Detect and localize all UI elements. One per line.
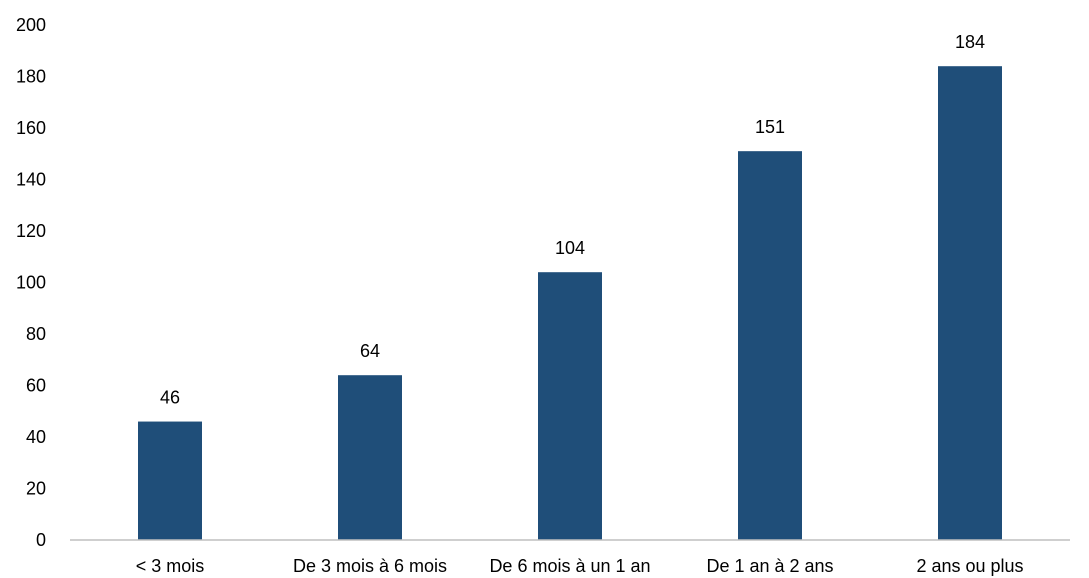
data-label: 184 [955, 32, 985, 52]
y-tick-label: 180 [16, 67, 46, 87]
x-tick-label: De 6 mois à un 1 an [489, 556, 650, 576]
y-tick-label: 120 [16, 221, 46, 241]
y-tick-label: 140 [16, 170, 46, 190]
data-label: 151 [755, 117, 785, 137]
bars [138, 66, 1002, 541]
y-tick-label: 40 [26, 427, 46, 447]
bar [938, 66, 1002, 540]
data-label: 64 [360, 341, 380, 361]
x-axis: < 3 mois De 3 mois à 6 mois De 6 mois à un… [136, 556, 1024, 576]
data-label: 46 [160, 388, 180, 408]
y-tick-label: 60 [26, 376, 46, 396]
y-tick-label: 160 [16, 118, 46, 138]
bar [538, 272, 602, 540]
x-tick-label: 2 ans ou plus [916, 556, 1023, 576]
bar [338, 375, 402, 540]
y-tick-label: 80 [26, 324, 46, 344]
y-tick-label: 0 [36, 530, 46, 550]
data-label: 104 [555, 238, 585, 258]
y-tick-label: 20 [26, 479, 46, 499]
data-labels: 46 64 104 151 184 [160, 32, 985, 407]
y-tick-label: 100 [16, 273, 46, 293]
bar [138, 421, 202, 540]
y-tick-label: 200 [16, 15, 46, 35]
y-axis: 0 20 40 60 80 100 120 140 160 180 200 [16, 15, 46, 550]
x-tick-label: De 3 mois à 6 mois [293, 556, 447, 576]
bar [738, 151, 802, 541]
x-tick-label: < 3 mois [136, 556, 205, 576]
x-tick-label: De 1 an à 2 ans [706, 556, 833, 576]
